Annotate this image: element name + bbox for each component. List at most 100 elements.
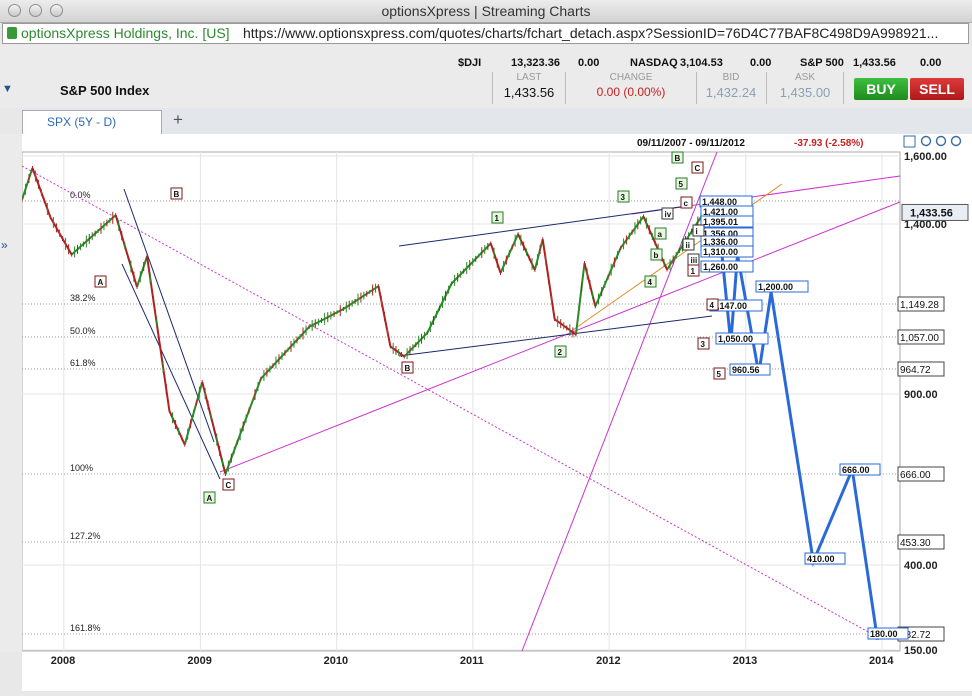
price-segment: [114, 214, 138, 288]
zoom-reset-icon[interactable]: [950, 135, 962, 147]
fullscreen-icon[interactable]: [903, 135, 916, 148]
projection-wave-label: 1: [687, 264, 700, 277]
chart-area[interactable]: 0.0% 38.2% 1,149.28 50.0% 1,057.00 61.8% 964.7…: [21, 134, 972, 691]
close-window-button[interactable]: [8, 4, 21, 17]
projection-wave-label: 5: [713, 367, 726, 380]
wave-label: 4: [644, 275, 657, 288]
zoom-out-icon[interactable]: [935, 135, 947, 147]
wave-label-box: [661, 207, 674, 220]
projection-price-label: 666.00: [842, 465, 870, 475]
wave-label: iv: [661, 207, 674, 220]
ask-box: ASK 1,435.00: [766, 72, 844, 104]
bid-label: BID: [722, 72, 740, 83]
zoom-in-icon[interactable]: [920, 135, 932, 147]
projection-price-box: [700, 245, 754, 258]
window-title: optionsXpress | Streaming Charts: [381, 3, 591, 19]
ticker-nasdaq-value: 3,104.53: [680, 57, 723, 69]
fib-price-label: 964.72: [900, 365, 931, 376]
projection-price-label: 1,050.00: [718, 334, 753, 344]
fib-price-badge: 666.00: [897, 466, 945, 482]
x-tick-label: 2008: [51, 655, 75, 667]
wave-label: ii: [682, 238, 695, 251]
wave-label-text: 2: [558, 348, 563, 357]
fib-price-label: 453.30: [900, 538, 931, 549]
fib-label: 38.2%: [70, 293, 96, 303]
wave-label: b: [650, 248, 663, 261]
wave-label-box: [170, 187, 183, 200]
wave-label-box: [644, 275, 657, 288]
ev-certificate-label[interactable]: optionsXpress Holdings, Inc. [US]: [21, 25, 230, 41]
price-segment: [70, 214, 117, 256]
url-text[interactable]: https://www.optionsxpress.com/quotes/cha…: [243, 25, 939, 41]
fib-label: 127.2%: [70, 531, 101, 541]
price-segment: [21, 167, 34, 201]
expand-panel-icon[interactable]: »: [1, 238, 8, 252]
x-tick-label: 2010: [324, 655, 348, 667]
wave-label-box: [654, 227, 667, 240]
projection-price-label: 1,200.00: [758, 282, 793, 292]
minimize-window-button[interactable]: [29, 4, 42, 17]
projection-price-box: [755, 280, 809, 293]
collapse-menu-icon[interactable]: ▼: [2, 83, 13, 95]
address-bar[interactable]: optionsXpress Holdings, Inc. [US] https:…: [2, 23, 969, 44]
chart-range-change: -37.93 (-2.58%): [794, 138, 863, 149]
change-label: CHANGE: [609, 72, 653, 83]
wave-label-text: C: [226, 481, 232, 490]
zoom-window-button[interactable]: [50, 4, 63, 17]
projection-price-box: [839, 463, 881, 476]
projection-price-label: 1,147.00: [712, 301, 747, 311]
fib-price-box: [897, 296, 945, 312]
sell-button[interactable]: SELL: [910, 78, 964, 100]
change-box: CHANGE 0.00 (0.00%): [565, 72, 696, 104]
ask-label: ASK: [794, 72, 815, 83]
projection-wave-box: [706, 298, 719, 311]
left-strip: »: [0, 134, 22, 652]
projection-price-badge: 1,050.00: [715, 332, 769, 345]
ticker-dji-label: $DJI: [458, 57, 482, 69]
projection-price-badge: 1,200.00: [755, 280, 809, 293]
fib-label: 50.0%: [70, 326, 96, 336]
projection-price-label: 410.00: [807, 554, 835, 564]
wave-label-box: [554, 345, 567, 358]
wave-label: B: [170, 187, 183, 200]
projection-price-badge: 410.00: [804, 552, 846, 565]
projection-price-badge: 666.00: [839, 463, 881, 476]
current-price-flag: 1,433.56: [901, 203, 969, 221]
wave-label-box: [491, 211, 504, 224]
projection-price-label: 1,448.00: [702, 197, 737, 207]
current-price-label: 1,433.56: [910, 207, 953, 219]
wave-label: A: [203, 491, 216, 504]
wave-label-box: [94, 275, 107, 288]
y-tick-label: 150.00: [904, 645, 938, 657]
add-tab-button[interactable]: +: [173, 110, 183, 129]
fib-price-label: 1,057.00: [900, 333, 939, 344]
ask-value: 1,435.00: [779, 85, 831, 100]
wave-label-text: ii: [686, 241, 690, 250]
wave-label: i: [692, 224, 705, 237]
price-chart[interactable]: 0.0% 38.2% 1,149.28 50.0% 1,057.00 61.8% 964.7…: [21, 134, 972, 691]
projection-price-box: [867, 627, 909, 640]
fib-levels: 0.0% 38.2% 1,149.28 50.0% 1,057.00 61.8% 964.7…: [22, 190, 945, 642]
wave-label: A: [94, 275, 107, 288]
wave-label-box: [203, 491, 216, 504]
fib-price-badge: 182.72: [897, 626, 945, 642]
projection-price-label: 1,336.00: [703, 237, 738, 247]
wave-label-text: b: [654, 251, 659, 260]
wave-label-box: [650, 248, 663, 261]
wave-label-text: 1: [495, 214, 500, 223]
buy-button[interactable]: BUY: [854, 78, 908, 100]
projection-wave-text: 3: [701, 340, 706, 349]
projection-price-label: 960.56: [732, 365, 760, 375]
wave-label-text: A: [98, 278, 104, 287]
wave-label: a: [654, 227, 667, 240]
x-tick-label: 2013: [733, 655, 757, 667]
ticker-spx-value: 1,433.56: [853, 57, 896, 69]
fib-price-label: 182.72: [900, 630, 931, 641]
projection-price-box: [700, 260, 754, 273]
price-segment: [146, 256, 171, 412]
projection-wave-label: 3: [697, 337, 710, 350]
last-label: LAST: [516, 72, 542, 83]
tab-spx-chart[interactable]: SPX (5Y - D): [22, 110, 162, 134]
wave-label-box: [671, 151, 684, 164]
